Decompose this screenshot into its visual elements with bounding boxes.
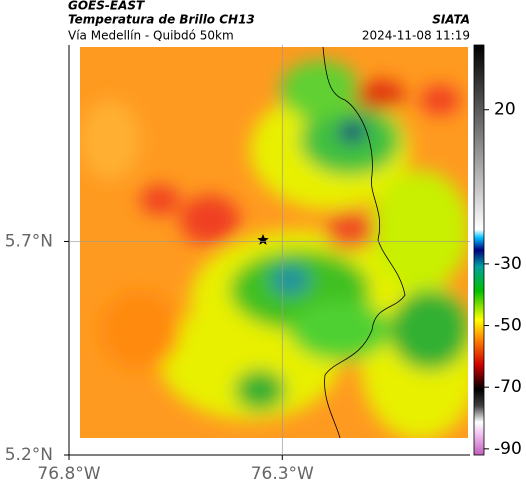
brightness-field xyxy=(80,47,468,438)
y-tick-label: 5.7°N xyxy=(5,231,53,251)
colorbar xyxy=(473,44,485,456)
satellite: GOES-EAST xyxy=(68,0,145,13)
colorbar-tick-label: -90 xyxy=(494,439,522,459)
x-tick-label: 76.3°W xyxy=(251,464,314,484)
axes xyxy=(68,45,470,456)
location-star xyxy=(257,234,269,245)
colorbar-tick-label: -30 xyxy=(494,254,522,274)
product: Temperatura de Brillo CH13 xyxy=(68,13,255,27)
y-tick-label: 5.2°N xyxy=(5,445,53,465)
colorbar-tick-label: 20 xyxy=(494,100,516,120)
timestamp: 2024-11-08 11:19 xyxy=(362,29,470,43)
x-tick-label: 76.8°W xyxy=(37,464,100,484)
brand: SIATA xyxy=(432,13,470,27)
region: Vía Medellín - Quibdó 50km xyxy=(68,29,234,43)
colorbar-tick-label: -70 xyxy=(494,377,522,397)
colorbar-tick-label: -50 xyxy=(494,316,522,336)
